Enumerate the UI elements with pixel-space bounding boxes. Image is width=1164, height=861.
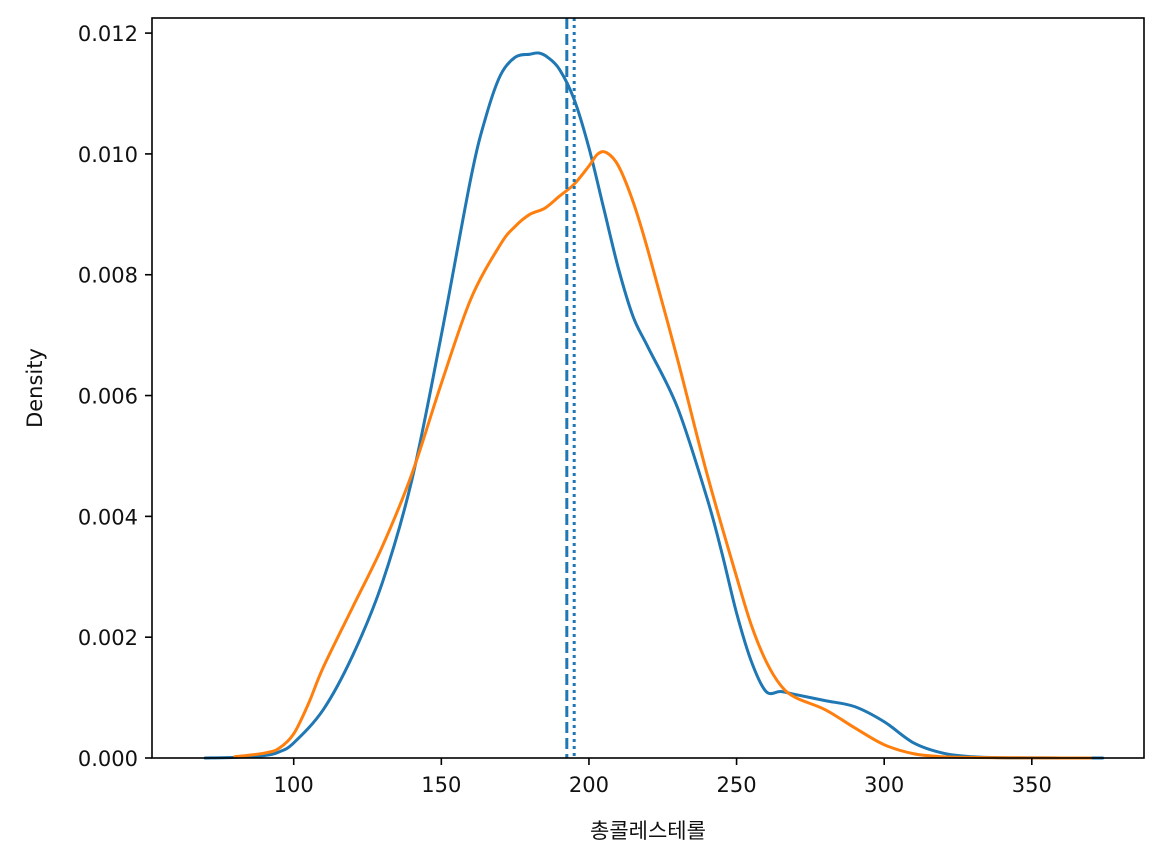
y-tick-label: 0.004: [78, 505, 138, 529]
x-tick-label: 300: [864, 773, 904, 797]
density-line-orange: [233, 150, 1093, 760]
y-tick-label: 0.008: [78, 264, 138, 288]
plot-area: [203, 18, 1105, 760]
density-line-blue: [203, 51, 1105, 760]
x-tick-label: 100: [274, 773, 314, 797]
x-axis-label: 총콜레스테롤: [590, 819, 706, 843]
x-axis-ticks: 100 150 200 250 300 350: [274, 758, 1052, 797]
y-tick-label: 0.012: [78, 22, 138, 46]
y-tick-label: 0.010: [78, 143, 138, 167]
y-axis-ticks: 0.000 0.002 0.004 0.006 0.008 0.010 0.012: [78, 22, 152, 771]
axes-frame: [151, 17, 1145, 759]
x-tick-label: 350: [1012, 773, 1052, 797]
y-tick-label: 0.002: [78, 626, 138, 650]
x-tick-label: 250: [717, 773, 757, 797]
x-tick-label: 150: [421, 773, 461, 797]
y-tick-label: 0.006: [78, 385, 138, 409]
y-tick-label: 0.000: [78, 747, 138, 771]
y-axis-label: Density: [23, 348, 47, 428]
x-tick-label: 200: [569, 773, 609, 797]
